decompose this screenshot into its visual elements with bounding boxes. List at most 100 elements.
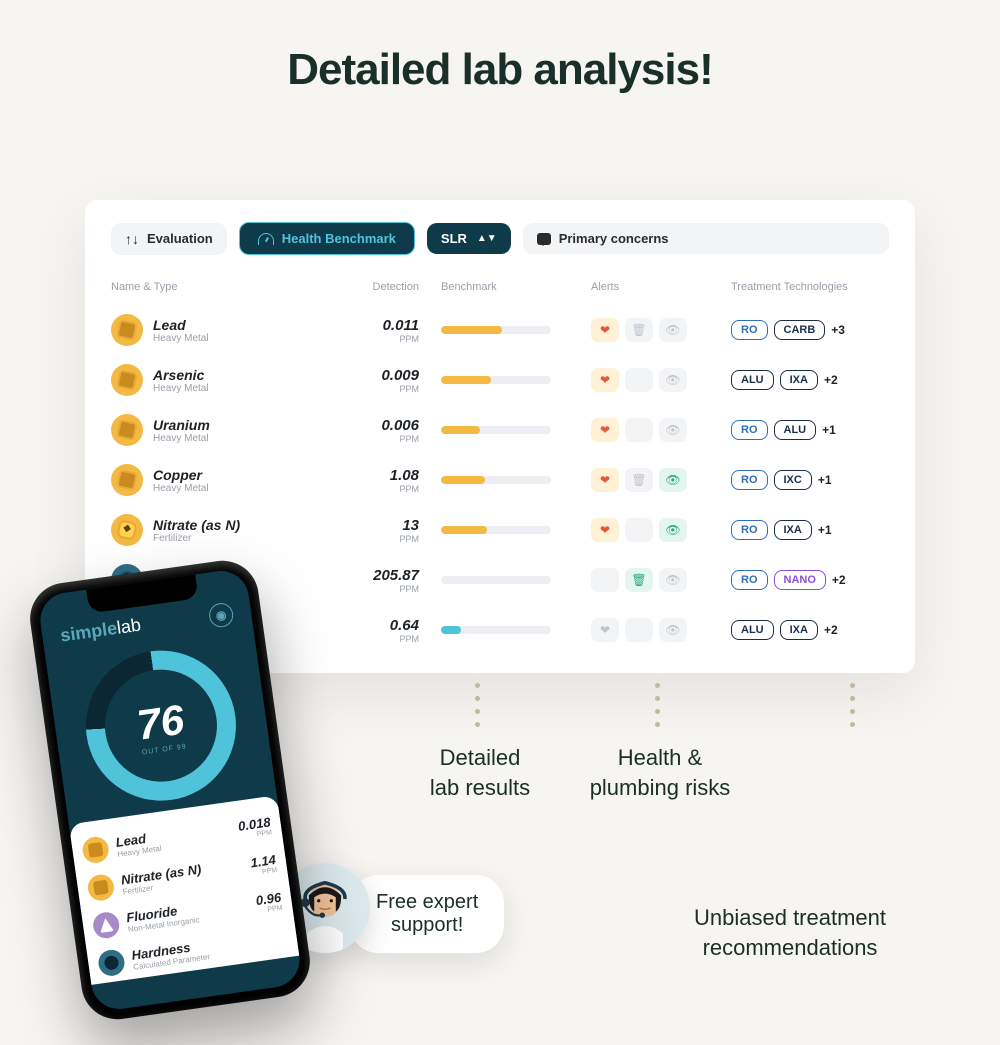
blank-alert[interactable] [625,618,653,642]
eye-icon[interactable]: 👁 [659,368,687,392]
trash-icon[interactable]: 🗑 [625,318,653,342]
health-alert-icon[interactable]: ❤ [591,618,619,642]
benchmark-bar [441,376,551,384]
headline: Detailed lab analysis! [0,45,1000,95]
alerts-cell: 🗑👁 [591,568,731,592]
detection-unit: PPM [321,634,419,644]
blank-alert[interactable] [625,518,653,542]
more-treatments[interactable]: +2 [824,623,838,637]
more-treatments[interactable]: +2 [824,373,838,387]
substance-icon [81,835,110,864]
callout-lab-results: Detailedlab results [410,743,550,802]
slr-selector[interactable]: SLR ▲▼ [427,223,511,254]
treatment-cell: ALU IXA +2 [731,370,889,390]
score-ring: 76 OUT OF 99 [76,641,245,810]
treatment-chip[interactable]: RO [731,320,768,340]
primary-concerns-button[interactable]: Primary concerns [523,223,889,254]
primary-concerns-label: Primary concerns [559,231,669,246]
table-row: CopperHeavy Metal1.08PPM❤🗑👁ROIXC+1 [111,455,889,505]
col-treatment: Treatment Technologies [731,281,889,293]
phone-screen: simplelab ◉ 76 OUT OF 99 LeadHeavy Metal… [37,567,303,1012]
eye-icon[interactable]: 👁 [659,318,687,342]
treatment-chip[interactable]: IXA [774,520,812,540]
treatment-cell: RO CARB +3 [731,320,889,340]
treatment-chip[interactable]: RO [731,520,768,540]
alerts-cell: ❤👁 [591,418,731,442]
blank-alert[interactable] [625,418,653,442]
treatment-chip[interactable]: ALU [731,620,774,640]
eye-icon[interactable]: 👁 [659,468,687,492]
detection-value: 0.009 [321,367,419,384]
substance-icon [111,514,143,546]
treatment-chip[interactable]: CARB [774,320,826,340]
detection-unit: PPM [321,384,419,394]
eye-icon[interactable]: 👁 [659,518,687,542]
detection-unit: PPM [321,484,419,494]
treatment-chip[interactable]: ALU [731,370,774,390]
blank-alert[interactable] [591,568,619,592]
substance-icon [111,314,143,346]
col-alerts: Alerts [591,281,731,293]
more-treatments[interactable]: +2 [832,573,846,587]
substance-name: Copper [153,467,209,483]
health-alert-icon[interactable]: ❤ [591,468,619,492]
evaluation-button[interactable]: ↑↓ Evaluation [111,223,227,255]
detection-value: 0.006 [321,417,419,434]
health-benchmark-label: Health Benchmark [282,231,396,246]
treatment-chip[interactable]: IXA [780,370,818,390]
chat-icon [537,233,551,245]
more-treatments[interactable]: +3 [831,323,845,337]
alerts-cell: ❤🗑👁 [591,468,731,492]
gauge-icon [258,233,274,245]
substance-icon [86,873,115,902]
benchmark-bar [441,426,551,434]
health-benchmark-button[interactable]: Health Benchmark [239,222,415,255]
more-treatments[interactable]: +1 [818,523,832,537]
detection-unit: PPM [321,584,419,594]
connector-dots [475,683,480,727]
eye-icon[interactable]: 👁 [659,568,687,592]
col-name: Name & Type [111,281,321,293]
benchmark-bar [441,326,551,334]
profile-icon[interactable]: ◉ [208,602,235,629]
blank-alert[interactable] [625,368,653,392]
trash-icon[interactable]: 🗑 [625,468,653,492]
health-alert-icon[interactable]: ❤ [591,418,619,442]
benchmark-bar [441,626,551,634]
treatment-chip[interactable]: ALU [774,420,817,440]
health-alert-icon[interactable]: ❤ [591,368,619,392]
substance-icon [111,464,143,496]
treatment-cell: RO ALU +1 [731,420,889,440]
health-alert-icon[interactable]: ❤ [591,318,619,342]
substance-icon [111,364,143,396]
treatment-chip[interactable]: NANO [774,570,826,590]
substance-icon [92,911,121,940]
table-row: LeadHeavy Metal0.011PPM❤🗑👁ROCARB+3 [111,305,889,355]
treatment-chip[interactable]: IXC [774,470,812,490]
substance-type: Heavy Metal [153,333,209,344]
score-value: 76 [134,695,187,749]
treatment-chip[interactable]: RO [731,470,768,490]
eye-icon[interactable]: 👁 [659,418,687,442]
treatment-chip[interactable]: RO [731,420,768,440]
benchmark-bar [441,576,551,584]
connector-dots [850,683,855,727]
callout-treatment: Unbiased treatmentrecommendations [640,903,940,962]
alerts-cell: ❤👁 [591,518,731,542]
alerts-cell: ❤🗑👁 [591,318,731,342]
selector-arrows-icon: ▲▼ [477,233,497,244]
trash-icon[interactable]: 🗑 [625,568,653,592]
treatment-chip[interactable]: RO [731,570,768,590]
treatment-chip[interactable]: IXA [780,620,818,640]
more-treatments[interactable]: +1 [818,473,832,487]
eye-icon[interactable]: 👁 [659,618,687,642]
table-row: ArsenicHeavy Metal0.009PPM❤👁ALUIXA+2 [111,355,889,405]
substance-type: Heavy Metal [153,483,209,494]
treatment-cell: RO IXA +1 [731,520,889,540]
benchmark-bar [441,476,551,484]
phone-list: LeadHeavy Metal0.018PPMNitrate (as N)Fer… [69,795,300,985]
more-treatments[interactable]: +1 [822,423,836,437]
callout-expert-pill: Free expertsupport! [350,875,504,953]
evaluation-label: Evaluation [147,231,213,246]
health-alert-icon[interactable]: ❤ [591,518,619,542]
